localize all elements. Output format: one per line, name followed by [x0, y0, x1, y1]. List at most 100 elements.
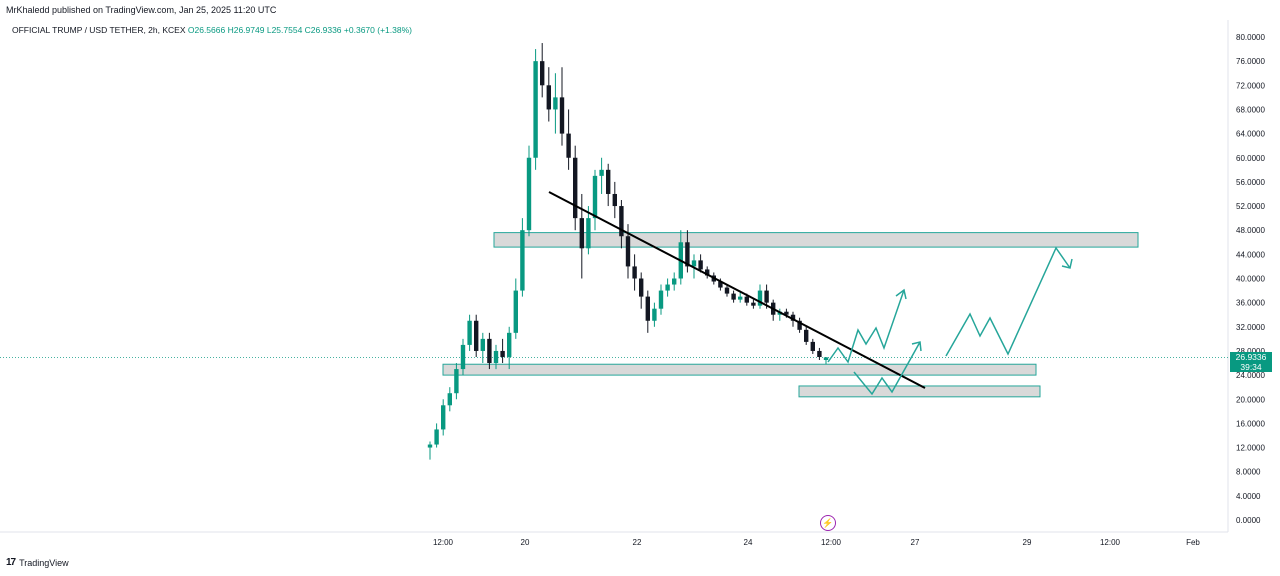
y-tick-label: 20.0000 — [1236, 395, 1265, 404]
candle-body — [691, 260, 697, 267]
candle-body — [823, 357, 829, 361]
candle-body — [526, 157, 532, 231]
y-tick-label: 12.0000 — [1236, 444, 1265, 453]
candle-body — [579, 218, 584, 249]
candle-body — [513, 290, 518, 333]
candle-body — [493, 350, 499, 364]
y-tick-label: 76.0000 — [1236, 57, 1265, 66]
candle-body — [533, 61, 538, 158]
x-tick-label: 12:00 — [433, 538, 454, 547]
candle-body — [434, 429, 439, 445]
candle-body — [460, 344, 466, 370]
y-tick-label: 0.0000 — [1236, 516, 1261, 525]
y-tick-label: 16.0000 — [1236, 419, 1265, 428]
trendline — [548, 191, 926, 389]
candle-body — [454, 369, 459, 394]
legend-low: L25.7554 — [266, 25, 303, 35]
y-tick-label: 28.0000 — [1236, 347, 1265, 356]
x-tick-label: 27 — [911, 538, 920, 547]
y-tick-label: 80.0000 — [1236, 33, 1265, 42]
arrow-head-icon — [895, 288, 907, 300]
candle-body — [612, 193, 617, 207]
y-tick-label: 40.0000 — [1236, 275, 1265, 284]
candle-body — [724, 287, 730, 294]
last-price-badge: 26.9336 39:34 — [1230, 352, 1272, 372]
candle-body — [566, 133, 571, 158]
zone-rect — [493, 232, 1139, 248]
candle-body — [632, 266, 637, 279]
candle-body — [546, 85, 551, 110]
legend-high: H26.9749 — [227, 25, 265, 35]
candle-body — [592, 175, 598, 219]
candle-body — [764, 290, 769, 303]
x-tick-label: Feb — [1186, 538, 1200, 547]
candle-body — [645, 296, 650, 321]
candle-body — [790, 314, 796, 321]
projection-path — [853, 341, 921, 396]
legend-close: C26.9336 — [304, 25, 342, 35]
candle-body — [757, 290, 763, 306]
legend-symbol: OFFICIAL TRUMP / USD TETHER, 2h, KCEX — [12, 25, 186, 35]
y-tick-label: 64.0000 — [1236, 130, 1265, 139]
candle-body — [599, 169, 604, 176]
candle-body — [797, 320, 802, 330]
bar-countdown: 39:34 — [1240, 362, 1262, 372]
x-tick-label: 12:00 — [1100, 538, 1121, 547]
candle-body — [639, 278, 644, 297]
last-price-value: 26.9336 — [1235, 352, 1267, 362]
candle-body — [744, 296, 749, 303]
zone-rect — [798, 385, 1041, 398]
y-tick-label: 44.0000 — [1236, 250, 1265, 259]
y-tick-label: 52.0000 — [1236, 202, 1265, 211]
x-tick-label: 22 — [633, 538, 642, 547]
candle-body — [652, 308, 657, 321]
y-tick-label: 60.0000 — [1236, 154, 1265, 163]
zone-rect — [442, 363, 1037, 376]
candle-body — [751, 302, 756, 306]
y-tick-label: 72.0000 — [1236, 81, 1265, 90]
tradingview-logo-icon: 17 — [6, 557, 16, 568]
footer-brand-label: TradingView — [19, 557, 69, 568]
candle-body — [573, 157, 578, 219]
candle-body — [474, 320, 479, 351]
y-tick-label: 24.0000 — [1236, 371, 1265, 380]
y-tick-label: 48.0000 — [1236, 226, 1265, 235]
projection-path — [945, 246, 1071, 357]
candle-body — [658, 290, 664, 309]
candle-body — [619, 206, 624, 237]
projection-path — [827, 289, 905, 364]
publish-info: MrKhaledd published on TradingView.com, … — [6, 5, 277, 15]
candle-body — [817, 350, 822, 357]
candle-body — [487, 338, 492, 364]
candle-body — [500, 350, 505, 357]
candle-body — [447, 393, 452, 406]
arrow-head-icon — [911, 341, 922, 352]
x-tick-label: 29 — [1023, 538, 1032, 547]
x-tick-label: 24 — [744, 538, 753, 547]
candle-body — [520, 230, 525, 291]
candle-body — [540, 61, 545, 86]
candle-body — [586, 218, 591, 249]
y-tick-label: 32.0000 — [1236, 323, 1265, 332]
candle-body — [705, 269, 710, 276]
candle-body — [553, 97, 558, 110]
candle-body — [698, 260, 703, 270]
symbol-legend: OFFICIAL TRUMP / USD TETHER, 2h, KCEX O2… — [12, 25, 412, 35]
legend-open: O26.5666 — [187, 25, 226, 35]
candle-body — [804, 329, 809, 342]
footer-brand[interactable]: 17 TradingView — [6, 557, 69, 568]
candle-body — [559, 97, 565, 134]
candle-body — [507, 332, 512, 357]
candle-body — [784, 311, 789, 315]
candle-body — [427, 444, 433, 448]
candle-body — [810, 341, 815, 351]
arrow-head-icon — [1061, 258, 1073, 269]
legend-change: +0.3670 (+1.38%) — [343, 25, 412, 35]
candle-body — [718, 281, 723, 288]
event-lightning-icon[interactable]: ⚡ — [820, 515, 836, 531]
candle-body — [665, 284, 670, 291]
y-tick-label: 4.0000 — [1236, 492, 1261, 501]
x-tick-label: 20 — [521, 538, 530, 547]
candle-body — [685, 242, 690, 267]
